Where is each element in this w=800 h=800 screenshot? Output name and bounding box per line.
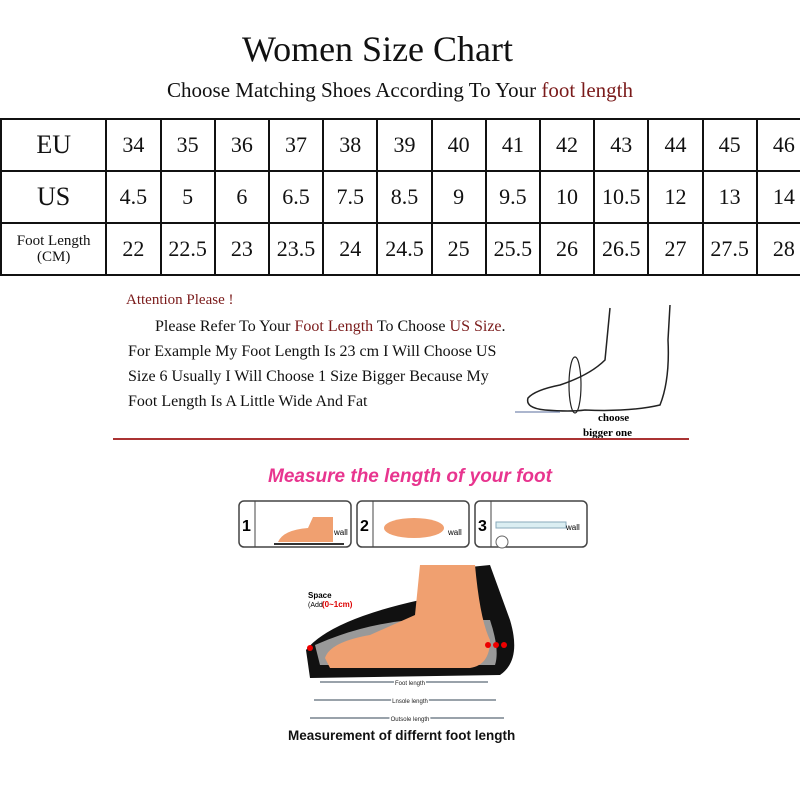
attention-line-4: Foot Length Is A Little Wide And Fat [128,393,368,410]
row-label-unit: (CM) [36,249,71,265]
table-cell: 44 [647,118,704,172]
table-cell: 9.5 [484,170,541,224]
table-cell: 25 [430,222,487,276]
table-cell: 23.5 [267,222,325,276]
wall-label: wall [565,523,580,532]
table-cell: 26.5 [593,222,650,276]
table-cell: 39 [376,118,433,172]
foot-caption: choose [598,412,629,424]
foot-icon [278,517,333,542]
table-cell: 42 [538,118,596,172]
step-number: 3 [478,518,487,535]
row-label-text: Foot Length [16,233,91,249]
table-cell: 12 [647,170,704,224]
table-cell: 10 [538,170,596,224]
wall-label: wall [333,528,348,537]
foot-icon [384,518,444,538]
table-cell: 9 [430,170,487,224]
table-cell: 8.5 [376,170,433,224]
row-label: EU [0,118,108,172]
space-value: (0~1cm) [322,600,353,609]
step-2: 2 wall [356,500,470,548]
table-cell: 13 [701,170,758,224]
table-cell: 6 [213,170,270,224]
text: Please Refer To Your [155,318,295,335]
table-cell: 22.5 [159,222,216,276]
text: . [501,318,506,335]
table-cell: 10.5 [593,170,650,224]
divider [113,438,689,440]
measure-steps: 1 wall 2 wall 3 wall [238,500,588,549]
insole-length-label: Lnsole length [392,699,428,705]
table-cell: 34 [105,118,162,172]
foot-sketch-icon: choose bigger one [515,304,671,439]
page-title: Women Size Chart [241,29,514,69]
step-number: 2 [360,518,369,535]
table-cell: 6.5 [267,170,325,224]
table-cell: 40 [430,118,487,172]
space-add: (Add [308,602,323,609]
table-cell: 38 [322,118,379,172]
subtitle-text: Choose Matching Shoes According To Your [167,78,542,102]
table-cell: 43 [593,118,650,172]
table-cell: 37 [267,118,325,172]
attention-line-2: For Example My Foot Length Is 23 cm I Wi… [128,343,497,360]
text-highlight: US Size [449,318,502,335]
step-number: 1 [242,518,251,535]
subtitle-highlight: foot length [541,78,633,102]
table-cell: 36 [213,118,270,172]
attention-line-1: Please Refer To Your Foot Length To Choo… [155,318,506,336]
outsole-length-label: Outsole length [391,717,430,723]
subtitle: Choose Matching Shoes According To Your … [0,78,800,103]
attention-heading: Attention Please ! [126,292,234,308]
space-label: Space [308,591,332,600]
table-cell: 41 [484,118,541,172]
table-cell: 23 [213,222,270,276]
step-1: 1 wall [238,500,352,548]
step-3: 3 wall [474,500,588,549]
table-cell: 45 [701,118,758,172]
table-cell: 22 [105,222,162,276]
text: To Choose [373,318,450,335]
table-row-us: US 4.5 5 6 6.5 7.5 8.5 9 9.5 10 10.5 12 13 14 [0,170,800,224]
table-cell: 4.5 [105,170,162,224]
foot-caption: bigger one [583,427,632,439]
table-cell: 14 [755,170,800,224]
table-row-eu: EU 34 35 36 37 38 39 40 41 42 43 44 45 46 [0,118,800,172]
attention-line-3: Size 6 Usually I Will Choose 1 Size Bigg… [128,368,489,385]
measure-title: Measure the length of your foot [268,466,552,487]
row-label: Foot Length (CM) [0,222,108,276]
text-highlight: Foot Length [294,318,374,335]
table-cell: 35 [159,118,216,172]
foot-icon [325,565,490,668]
table-cell: 27 [647,222,704,276]
table-cell: 24.5 [376,222,433,276]
wall-label: wall [447,528,462,537]
table-cell: 24 [322,222,379,276]
table-cell: 5 [159,170,216,224]
table-cell: 28 [755,222,800,276]
table-cell: 7.5 [322,170,379,224]
foot-measurement-diagram: Space (Add (0~1cm) Foot length Lnsole le… [306,565,515,725]
foot-length-label: Foot length [395,681,425,687]
table-cell: 46 [755,118,800,172]
table-cell: 26 [538,222,596,276]
measurement-caption: Measurement of differnt foot length [288,728,516,743]
table-cell: 25.5 [484,222,541,276]
table-row-foot-length: Foot Length (CM) 22 22.5 23 23.5 24 24.5 25 25.5 2… [0,222,800,276]
table-cell: 27.5 [701,222,758,276]
row-label: US [0,170,108,224]
size-table: EU 34 35 36 37 38 39 40 41 42 43 44 45 46 US 4.5 5 6 6.5 7… [0,118,800,276]
